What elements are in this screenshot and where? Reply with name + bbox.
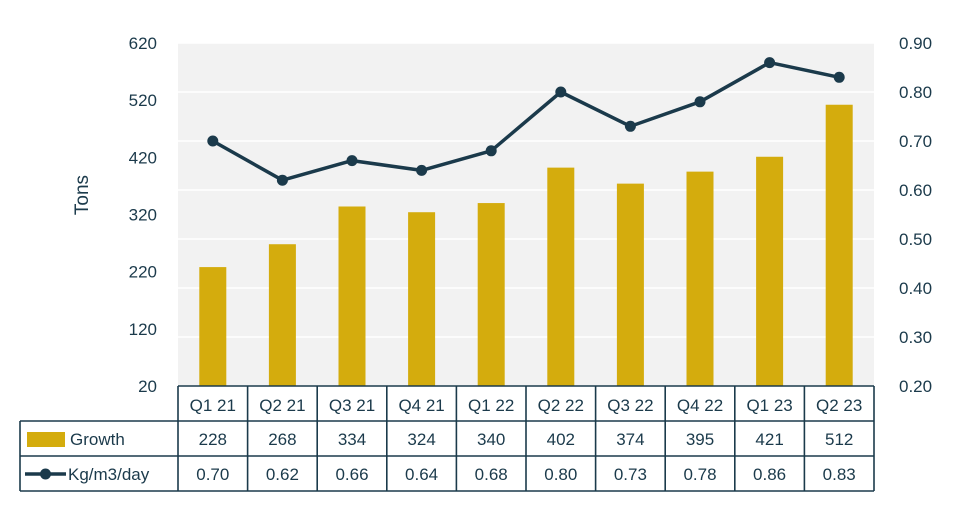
y-tick-label: 520 [129,91,157,110]
category-label: Q4 21 [398,396,444,415]
bar [338,206,366,386]
table-cell: 0.62 [266,465,299,484]
category-label: Q4 22 [677,396,723,415]
bar [199,267,227,386]
line-point [276,174,288,186]
data-table: Q1 21 Q2 21 Q3 21 Q4 21 Q1 22 Q2 22 Q3 22 Q4 22… [19,385,875,492]
legend-label-growth: Growth [70,430,125,449]
table-cell: 324 [407,430,435,449]
bar [268,244,296,386]
category-label: Q2 22 [538,396,584,415]
bar [616,183,644,386]
bar [547,167,575,386]
table-cell: 0.86 [753,465,786,484]
table-cell: 0.68 [475,465,508,484]
bar-series [199,104,853,387]
table-cell: 0.80 [544,465,577,484]
line-point [555,86,567,98]
right-axis: 0.20 0.30 0.40 0.50 0.60 0.70 0.80 0.90 [899,34,932,396]
category-label: Q1 21 [190,396,236,415]
left-axis: 20 120 220 320 420 520 620 [129,34,157,396]
y2-tick-label: 0.80 [899,83,932,102]
line-point [346,155,358,167]
y-tick-label: 320 [129,206,157,225]
line-point [207,135,219,147]
y-axis-label: Tons [72,175,93,215]
y2-tick-label: 0.20 [899,377,932,396]
bar [408,212,436,386]
legend-swatch-growth [27,432,65,447]
bar [756,156,784,386]
table-cell: 402 [547,430,575,449]
bar [825,104,853,387]
y2-tick-label: 0.50 [899,230,932,249]
legend-marker-kg [40,468,51,480]
y-tick-label: 620 [129,34,157,53]
table-cell: 0.64 [405,465,438,484]
y2-tick-label: 0.90 [899,34,932,53]
line-point [833,71,845,83]
table-cell: 228 [199,430,227,449]
y2-tick-label: 0.40 [899,279,932,298]
table-cell: 0.66 [335,465,368,484]
y-tick-label: 120 [129,320,157,339]
y-tick-label: 220 [129,263,157,282]
line-point [694,96,706,108]
y2-tick-label: 0.30 [899,328,932,347]
y-tick-label: 420 [129,148,157,167]
category-label: Q1 22 [468,396,514,415]
y2-tick-label: 0.60 [899,181,932,200]
line-series [207,57,845,186]
table-cell: 421 [755,430,783,449]
table-cell: 0.83 [823,465,856,484]
category-label: Q2 23 [816,396,862,415]
table-cell: 395 [686,430,714,449]
table-cell: 340 [477,430,505,449]
y2-tick-label: 0.70 [899,132,932,151]
series-line [211,60,840,182]
line-point [416,164,428,176]
table-cell: 0.73 [614,465,647,484]
table-cell: 334 [338,430,366,449]
y-tick-label: 20 [138,377,157,396]
table-cell: 0.78 [683,465,716,484]
category-label: Q2 21 [259,396,305,415]
bar [686,171,714,386]
category-label: Q1 23 [746,396,792,415]
legend-label-kg: Kg/m3/day [68,465,150,484]
table-cell: 374 [616,430,644,449]
category-label: Q3 21 [329,396,375,415]
category-label: Q3 22 [607,396,653,415]
line-point [624,120,636,132]
line-point [485,145,497,157]
line-point [764,57,776,69]
table-cell: 512 [825,430,853,449]
table-cell: 0.70 [196,465,229,484]
table-cell: 268 [268,430,296,449]
bar [477,203,505,386]
